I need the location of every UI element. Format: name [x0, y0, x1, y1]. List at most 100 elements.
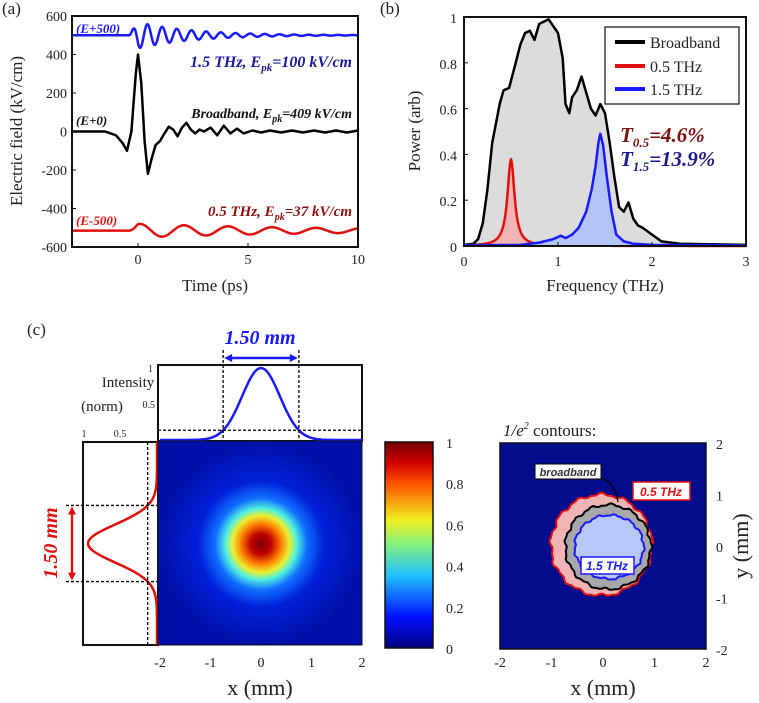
contour-title: 1/e2 contours: — [503, 421, 596, 440]
x-tick-label: -2 — [154, 656, 166, 671]
offset-label-broadband: (E+0) — [76, 113, 107, 128]
x-tick-label: 2 — [649, 255, 656, 270]
x-tick-label: 2 — [703, 656, 710, 671]
x-tick-label: 2 — [359, 656, 366, 671]
colorbar-tick-label: 0.2 — [446, 602, 464, 617]
beam-heatmap — [157, 440, 363, 646]
x-width-label: 1.50 mm — [224, 327, 295, 349]
annotation-broadband: Broadband, Epk=409 kV/cm — [190, 107, 352, 125]
profile-label-intensity: Intensity — [102, 375, 155, 391]
colorbar-tick-label: 0.8 — [446, 478, 464, 493]
colorbar-tick-label: 1 — [446, 437, 453, 452]
series-line-0.5-thz — [71, 222, 359, 238]
y-width-label: 1.50 mm — [40, 507, 62, 578]
arrowhead-icon — [289, 354, 298, 362]
legend-label-1p5: 1.5 THz — [650, 82, 702, 99]
x-tick-label: 0 — [600, 656, 607, 671]
y-tick-label: 2 — [716, 438, 723, 453]
y-tick-label: 200 — [46, 87, 67, 102]
y-tick-label: 0.2 — [440, 195, 458, 210]
annotation-1p5: 1.5 THz, Epk=100 kV/cm — [190, 54, 352, 74]
panel-a-ticks: 0 5 10 600 400 200 0 -200 -400 -600 — [41, 10, 365, 268]
y-tick-label: -200 — [41, 164, 67, 179]
0p5-label-box — [632, 481, 691, 501]
panel-a-xlabel: Time (ps) — [182, 276, 248, 295]
colorbar-tick-label: 0.6 — [446, 519, 464, 534]
transmission-1p5: T1.5=13.9% — [620, 147, 715, 174]
x-tick-label: 0 — [135, 253, 142, 268]
y-profile-plot — [66, 442, 159, 645]
y-profile-tick-0p5: 0.5 — [114, 429, 127, 440]
y-tick-label: -1 — [716, 593, 728, 608]
x-profile-box — [157, 364, 363, 442]
contour-ticks: -2 2 -1 1 0 0 1 -1 2 -2 — [494, 438, 728, 671]
series-line-broadband — [463, 18, 747, 247]
contour-label-1p5: 1.5 THz — [586, 559, 628, 573]
y-tick-label: 0 — [60, 126, 67, 141]
y-tick-label: 0.4 — [440, 149, 458, 164]
x-tick-label: 0 — [461, 255, 468, 270]
broadband-leader-line — [599, 477, 619, 503]
panel-b-axes-box — [463, 16, 747, 247]
panel-a-plot-area — [71, 22, 359, 238]
panel-a-ylabel: Electric field (kV/cm) — [7, 56, 26, 206]
panel-a: (a) 0 5 10 600 400 200 0 -200 -400 -600 Time (ps)… — [2, 0, 365, 295]
y-tick-label: 0.6 — [440, 104, 458, 119]
x-profile-tick-1: 1 — [148, 364, 153, 375]
x-tick-label: 1 — [555, 255, 562, 270]
y-tick-label: 0.8 — [440, 58, 458, 73]
x-tick-label: -2 — [494, 656, 506, 671]
profile-label-norm: (norm) — [81, 399, 123, 415]
panel-b-ticks: 0 1 2 3 0 0.2 0.4 0.6 0.8 1 — [440, 12, 750, 270]
x-profile-tick-0p5: 0.5 — [143, 400, 156, 411]
contour-ylabel: y (mm) — [728, 513, 753, 578]
legend: Broadband 0.5 THz 1.5 THz — [604, 26, 740, 105]
panel-b: (b) 0 1 2 3 0 0.2 0.4 0.6 0.8 1 Frequency (THz) P… — [380, 0, 750, 295]
arrowhead-icon — [68, 572, 76, 581]
series-area-1.5-thz — [464, 133, 746, 246]
y-tick-label: 600 — [46, 10, 67, 25]
x-profile-plot — [158, 350, 362, 442]
contour-label-0p5: 0.5 THz — [640, 485, 682, 499]
contour-xlabel: x (mm) — [570, 675, 635, 700]
arrowhead-icon — [224, 354, 233, 362]
series-area-broadband — [464, 19, 746, 246]
x-tick-label: 1 — [308, 656, 315, 671]
offset-label-1p5: (E+500) — [76, 21, 120, 36]
series-line-broadband — [72, 53, 359, 176]
colorbar-tick-label: 0.4 — [446, 561, 464, 576]
offset-label-0p5: (E-500) — [76, 213, 117, 228]
series-line-1.5-thz — [71, 22, 359, 50]
panel-c: (c) Intensity (norm) 1 0.5 1.50 mm 1 0.5… — [27, 320, 464, 700]
transmission-0p5: T0.5=4.6% — [620, 123, 705, 150]
x-tick-label: 0 — [258, 656, 265, 671]
y-tick-label: 0 — [450, 241, 457, 256]
annotation-0p5: 0.5 THz, Epk=37 kV/cm — [208, 204, 352, 223]
y-tick-label: -2 — [716, 644, 728, 659]
colorbar — [384, 441, 434, 649]
y-profile-curve — [86, 442, 159, 645]
y-tick-label: -600 — [41, 241, 67, 256]
colorbar-tick-label: 0 — [446, 643, 453, 658]
x-tick-label: 10 — [351, 253, 365, 268]
y-tick-label: 400 — [46, 49, 67, 64]
x-tick-label: 3 — [743, 255, 750, 270]
y-tick-label: 1 — [450, 12, 457, 27]
x-tick-label: -1 — [205, 656, 217, 671]
1p5-label-box — [580, 556, 635, 575]
panel-b-label: (b) — [380, 0, 400, 18]
y-tick-label: 1 — [716, 490, 723, 505]
heatmap-xlabel: x (mm) — [227, 675, 292, 700]
x-tick-label: 1 — [651, 656, 658, 671]
contour-label-broadband: broadband — [540, 467, 597, 479]
arrowhead-icon — [68, 506, 76, 515]
legend-label-broadband: Broadband — [650, 35, 720, 52]
panel-b-xlabel: Frequency (THz) — [546, 276, 664, 295]
y-profile-box — [82, 441, 159, 646]
x-tick-label: -1 — [546, 656, 558, 671]
contour-panel: 1/e2 contours: -2 2 -1 1 0 0 1 -1 2 -2 x (mm) y (… — [494, 421, 753, 700]
y-tick-label: -400 — [41, 203, 67, 218]
colorbar-ticks: 1 0.8 0.6 0.4 0.2 0 — [446, 437, 464, 658]
y-profile-tick-1: 1 — [82, 429, 87, 440]
